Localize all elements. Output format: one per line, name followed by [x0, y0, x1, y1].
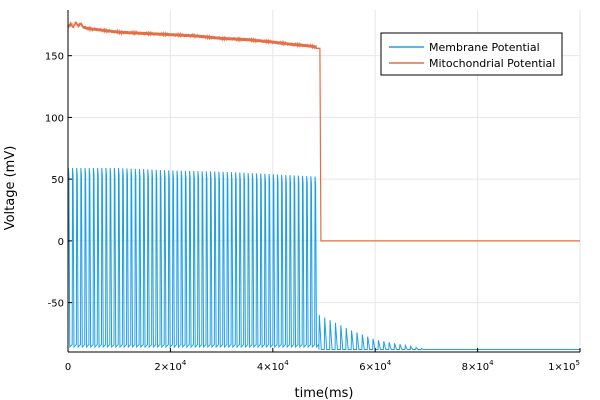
legend-box [380, 32, 563, 76]
legend: Membrane Potential Mitochondrial Potenti… [380, 32, 563, 76]
x-tick-label: 2×104 [154, 359, 186, 373]
y-tick-label: 100 [45, 113, 64, 124]
y-tick-label: 150 [45, 52, 64, 63]
legend-label-mitochondrial-potential: Mitochondrial Potential [429, 57, 555, 70]
legend-label-membrane-potential: Membrane Potential [429, 41, 540, 54]
tick-labels: 0 2×104 4×104 6×104 8×104 1×105 -50 0 50 100 150 [45, 52, 580, 373]
y-axis-label: Voltage (mV) [3, 146, 18, 231]
series-line-membrane-potential [67, 168, 580, 351]
series-group [67, 20, 580, 351]
x-tick-label: 0 [65, 362, 71, 373]
x-tick-label: 6×104 [359, 359, 391, 373]
axes [67, 10, 581, 353]
x-axis-label: time(ms) [295, 386, 354, 400]
x-tick-label: 8×104 [462, 359, 494, 373]
y-tick-label: 0 [58, 237, 64, 248]
x-tick-label: 4×104 [257, 359, 289, 373]
y-tick-label: 50 [51, 175, 64, 186]
x-tick-label: 1×105 [548, 359, 580, 373]
series-line-mitochondrial-potential [67, 20, 580, 242]
y-tick-label: -50 [48, 299, 64, 310]
